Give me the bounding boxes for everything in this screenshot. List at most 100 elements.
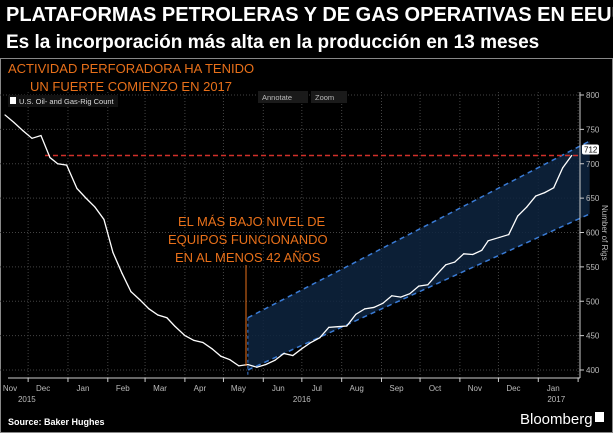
x-month-label: Dec	[36, 384, 50, 393]
x-month-label: Jan	[77, 384, 90, 393]
data-point	[337, 326, 339, 328]
data-point	[535, 195, 537, 197]
data-point	[148, 308, 150, 310]
legend-swatch	[10, 97, 16, 104]
page-subtitle: Es la incorporación más alta en la produ…	[6, 32, 540, 53]
x-month-label: Nov	[468, 384, 482, 393]
x-month-label: Jan	[547, 384, 560, 393]
y-tick-label: 400	[586, 366, 600, 375]
data-point	[427, 284, 429, 286]
y-tick-label: 500	[586, 297, 600, 306]
x-year-label: 2016	[293, 395, 311, 404]
annotation-low-1: EL MÁS BAJO NIVEL DE	[178, 214, 325, 229]
data-point	[517, 215, 519, 217]
data-point	[40, 134, 42, 137]
annotation-top-2: UN FUERTE COMIENZO EN 2017	[30, 79, 232, 94]
data-point	[22, 130, 24, 132]
data-point	[508, 233, 510, 236]
data-point	[418, 285, 420, 287]
data-point	[463, 253, 465, 255]
data-point	[409, 293, 411, 295]
y-tick-label: 550	[586, 263, 600, 272]
data-point	[265, 363, 267, 366]
data-point	[166, 317, 168, 319]
x-month-label: Aug	[350, 384, 364, 393]
data-point	[364, 308, 366, 310]
data-point	[562, 167, 564, 169]
data-point	[382, 302, 384, 304]
zoom-label: Zoom	[315, 93, 334, 102]
data-point	[57, 163, 59, 165]
header: PLATAFORMAS PETROLERAS Y DE GAS OPERATIV…	[0, 0, 613, 58]
legend	[8, 95, 118, 107]
x-year-label: 2017	[547, 395, 565, 404]
x-month-label: Jun	[272, 384, 285, 393]
last-value-badge	[582, 144, 599, 155]
data-point	[112, 251, 114, 254]
data-point	[76, 187, 78, 190]
data-point	[4, 114, 6, 116]
data-point	[247, 363, 249, 366]
data-point	[355, 313, 357, 315]
y-tick-label: 450	[586, 332, 600, 341]
y-tick-label: 600	[586, 229, 600, 238]
data-point	[283, 352, 285, 355]
data-point	[346, 325, 348, 327]
page-title: PLATAFORMAS PETROLERAS Y DE GAS OPERATIV…	[6, 4, 613, 26]
y-axis: 400 450 500 550 600 650 700 750 800 712	[579, 91, 600, 378]
data-point	[139, 299, 141, 301]
data-point	[66, 164, 68, 166]
data-point	[472, 253, 474, 256]
annotation-top-1: ACTIVIDAD PERFORADORA HA TENIDO	[8, 61, 254, 76]
series-line	[4, 114, 573, 368]
data-point	[103, 218, 105, 221]
y-tick-label: 750	[586, 125, 600, 134]
zoom-button[interactable]: Zoom	[311, 91, 347, 103]
annotate-label: Annotate	[262, 93, 292, 102]
data-point	[292, 354, 294, 357]
data-point	[85, 197, 87, 199]
x-month-label: May	[231, 384, 246, 393]
data-point	[526, 206, 528, 208]
data-point	[544, 192, 546, 194]
x-month-label: Mar	[153, 384, 167, 393]
y-tick-label: 700	[586, 160, 600, 169]
data-point	[319, 337, 321, 339]
data-point	[121, 272, 123, 274]
data-point	[571, 154, 573, 157]
x-month-label: Sep	[389, 384, 404, 393]
data-point	[445, 264, 447, 266]
x-month-label: Dec	[506, 384, 520, 393]
channel-fill	[247, 141, 590, 370]
data-point	[49, 156, 51, 159]
series	[4, 114, 573, 368]
data-point	[31, 137, 33, 139]
bloomberg-icon	[595, 412, 604, 422]
trend-channel	[247, 140, 591, 378]
data-point	[256, 366, 258, 368]
annotation-low-3: EN AL MENOS 42 AÑOS	[175, 250, 321, 265]
annotate-button[interactable]: Annotate	[258, 91, 308, 103]
y-tick-label: 800	[586, 91, 600, 100]
data-point	[220, 355, 222, 357]
data-point	[202, 341, 204, 344]
channel-upper	[247, 140, 591, 319]
y-axis-title: Number of Rigs	[600, 205, 609, 261]
data-point	[238, 365, 240, 367]
bloomberg-logo: Bloomberg	[520, 411, 593, 428]
x-month-label: Nov	[3, 384, 17, 393]
data-point	[436, 273, 438, 276]
data-point	[454, 261, 456, 263]
data-point	[499, 236, 501, 238]
data-point	[373, 306, 375, 309]
x-axis: Nov Dec Jan Feb Mar Apr May Jun Jul Aug Sep Oct Nov D…	[3, 377, 580, 404]
data-point	[157, 314, 159, 316]
source-note: Source: Baker Hughes	[8, 417, 105, 427]
data-point	[553, 187, 555, 189]
data-point	[487, 240, 489, 242]
annotation-low-2: EQUIPOS FUNCIONANDO	[168, 232, 328, 247]
data-point	[328, 326, 330, 328]
data-point	[184, 335, 186, 337]
legend-label: U.S. Oil- and Gas-Rig Count	[19, 97, 115, 106]
